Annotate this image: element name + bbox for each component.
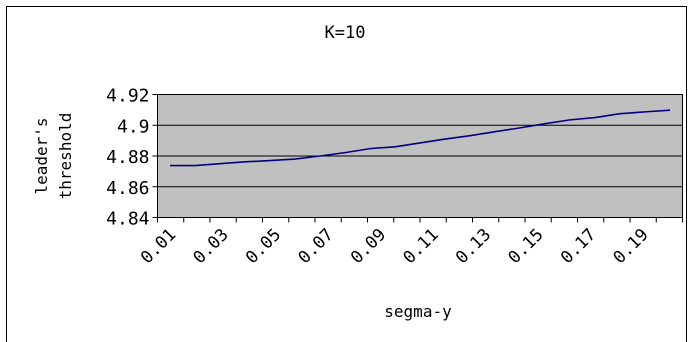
y-tick-label-4: 4.84 <box>106 209 149 230</box>
y-axis-label-line2: threshold <box>56 113 75 200</box>
y-tick-label-0: 4.92 <box>106 86 149 107</box>
y-axis: 4.92 4.9 4.88 4.86 4.84 <box>106 86 158 230</box>
chart-title: K=10 <box>325 23 366 43</box>
grid-lines <box>157 124 683 188</box>
x-axis-label: segma-y <box>384 302 452 321</box>
series-group <box>170 109 671 167</box>
y-tick-label-2: 4.88 <box>106 147 149 168</box>
series-line-0 <box>170 109 671 167</box>
y-tick-label-1: 4.9 <box>117 116 150 137</box>
y-axis-label: leader's threshold <box>32 113 75 200</box>
y-axis-label-line1: leader's <box>32 117 51 194</box>
y-tick-label-3: 4.86 <box>106 178 149 199</box>
